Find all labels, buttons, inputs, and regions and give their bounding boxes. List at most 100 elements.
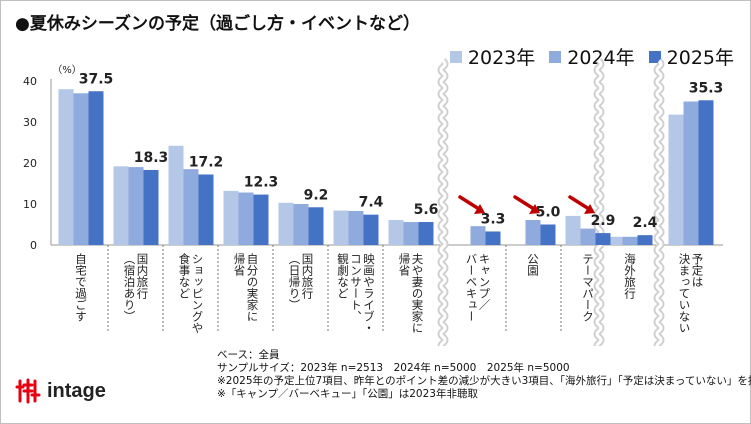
data-label: 18.3 bbox=[134, 150, 169, 166]
bar-2025年 bbox=[540, 224, 556, 245]
legend-label-2024: 2024年 bbox=[567, 47, 635, 69]
data-label: 35.3 bbox=[689, 80, 724, 96]
y-tick-label: 10 bbox=[23, 198, 37, 211]
decrease-arrow-head bbox=[474, 204, 485, 214]
category-label: 予定は bbox=[691, 253, 705, 288]
bar-2023年 bbox=[168, 145, 184, 245]
data-label: 5.0 bbox=[536, 205, 561, 221]
bar-2025年 bbox=[637, 235, 653, 245]
axis-break-inner bbox=[655, 59, 663, 346]
bar-2025年 bbox=[418, 222, 434, 245]
category-label: ショッピングや bbox=[191, 253, 205, 334]
bar-2024年 bbox=[622, 236, 638, 245]
note-base: ベース：全員 bbox=[217, 349, 280, 361]
bar-2025年 bbox=[363, 214, 379, 245]
intage-logo-mark-icon bbox=[15, 378, 41, 404]
bar-2024年 bbox=[470, 226, 486, 245]
category-label: 帰省 bbox=[398, 253, 412, 277]
data-label: 5.6 bbox=[414, 202, 439, 218]
legend-item-2023: 2023年 bbox=[449, 43, 536, 70]
y-unit-label: （%） bbox=[52, 64, 82, 76]
bar-2025年 bbox=[595, 233, 611, 245]
bar-2023年 bbox=[607, 236, 623, 245]
decrease-arrow-head bbox=[529, 204, 540, 214]
data-label: 7.4 bbox=[359, 195, 384, 211]
legend-swatch-2023 bbox=[449, 50, 462, 63]
bar-2024年 bbox=[580, 228, 596, 245]
category-label: 海外旅行 bbox=[623, 252, 637, 300]
bar-2023年 bbox=[223, 190, 239, 245]
note-selection: ※2025年の予定上位7項目、昨年とのポイント差の減少が大きい3項目、「海外旅行… bbox=[217, 375, 751, 387]
bar-2024年 bbox=[525, 219, 541, 245]
logo-text: intage bbox=[47, 379, 106, 402]
category-label: 夫や妻の実家に bbox=[411, 253, 425, 334]
category-label: 国内旅行 bbox=[136, 253, 150, 300]
category-label: 自分の実家に bbox=[246, 253, 260, 322]
note-not-asked: ※「キャンプ／バーベキュー」「公園」は2023年非聴取 bbox=[217, 388, 478, 400]
bar-2025年 bbox=[253, 194, 269, 245]
legend-swatch-2024 bbox=[549, 50, 562, 63]
decrease-arrow-shaft bbox=[568, 195, 591, 211]
legend: 2023年 2024年 2025年 bbox=[449, 43, 734, 70]
bar-2024年 bbox=[403, 222, 419, 245]
data-label: 12.3 bbox=[244, 175, 279, 191]
legend-swatch-2025 bbox=[648, 50, 661, 63]
bar-2024年 bbox=[73, 93, 89, 245]
data-label: 17.2 bbox=[189, 154, 224, 170]
bar-2023年 bbox=[333, 210, 349, 245]
bar-2024年 bbox=[238, 192, 254, 245]
note-sample-size: サンプルサイズ：2023年 n=2513 2024年 n=5000 2025年 … bbox=[217, 362, 570, 374]
decrease-arrow-shaft bbox=[513, 195, 536, 211]
bar-2025年 bbox=[698, 100, 714, 246]
legend-label-2025: 2025年 bbox=[666, 47, 734, 69]
bar-2024年 bbox=[183, 169, 199, 245]
y-tick-label: 20 bbox=[23, 157, 37, 170]
category-label: （宿泊あり） bbox=[123, 253, 137, 322]
category-label: コンサート、 bbox=[349, 253, 363, 322]
legend-item-2024: 2024年 bbox=[549, 43, 635, 70]
data-label: 3.3 bbox=[481, 211, 506, 227]
category-label: 帰省 bbox=[233, 253, 247, 277]
category-label: （日帰り） bbox=[288, 253, 302, 311]
chart-notes: ベース：全員 サンプルサイズ：2023年 n=2513 2024年 n=5000… bbox=[217, 349, 751, 401]
decrease-arrow-head bbox=[584, 204, 595, 214]
legend-item-2025: 2025年 bbox=[648, 43, 734, 70]
bar-2025年 bbox=[198, 174, 214, 245]
category-label: バーベキュー bbox=[465, 253, 479, 322]
bar-2023年 bbox=[278, 202, 294, 245]
legend-label-2023: 2023年 bbox=[467, 47, 536, 69]
axis-break-inner bbox=[595, 59, 603, 346]
category-label: 決まっていない bbox=[678, 253, 692, 334]
bar-2023年 bbox=[565, 215, 581, 245]
y-tick-label: 40 bbox=[23, 75, 37, 88]
intage-logo: intage bbox=[15, 377, 106, 405]
data-label: 2.9 bbox=[591, 213, 616, 229]
bar-2025年 bbox=[308, 207, 324, 245]
y-tick-label: 30 bbox=[23, 116, 37, 129]
bar-2024年 bbox=[128, 167, 144, 245]
category-label: 自宅で過ごす bbox=[74, 253, 88, 322]
category-label: 観劇など bbox=[336, 252, 350, 299]
bar-2024年 bbox=[293, 204, 309, 245]
data-label: 9.2 bbox=[304, 187, 329, 203]
bar-chart: 0 10 20 30 40 （%）37.5 18.3 17.2 12.3 9.2 7.4 5.6 3.3… bbox=[23, 58, 724, 346]
category-label: キャンプ／ bbox=[478, 253, 492, 311]
y-tick-label: 0 bbox=[30, 239, 37, 252]
axis-break-inner bbox=[439, 59, 447, 346]
bar-2023年 bbox=[668, 114, 684, 246]
chart-title: ●夏休みシーズンの予定（過ごし方・イベントなど） bbox=[15, 14, 420, 34]
category-label: テーマパーク bbox=[581, 253, 595, 322]
bar-2024年 bbox=[683, 101, 699, 245]
bar-2025年 bbox=[143, 169, 159, 245]
bar-2025年 bbox=[485, 231, 501, 245]
bar-2024年 bbox=[348, 210, 364, 245]
bar-2023年 bbox=[113, 166, 129, 245]
decrease-arrow-shaft bbox=[458, 195, 481, 211]
category-label: 国内旅行 bbox=[301, 253, 315, 300]
category-label: 映画やライブ・ bbox=[362, 253, 376, 334]
data-label: 37.5 bbox=[79, 71, 114, 87]
data-label: 2.4 bbox=[633, 215, 658, 231]
category-label: 食事など bbox=[178, 252, 192, 299]
bar-2023年 bbox=[58, 89, 74, 245]
